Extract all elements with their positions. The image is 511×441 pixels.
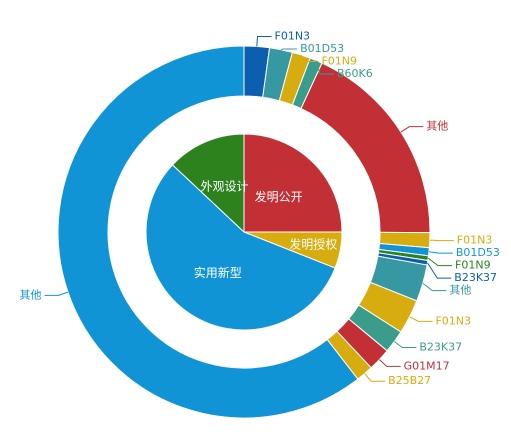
outer-label-b60k6-3: B60K6 xyxy=(337,67,373,80)
outer-leader-line-9 xyxy=(422,282,447,292)
outer-label-f01n9-7: F01N9 xyxy=(455,259,491,272)
outer-labels: F01N3B01D53F01N9B60K6其他F01N3B01D53F01N9B… xyxy=(20,29,500,387)
inner-slice-label-1: 发明授权 xyxy=(289,237,337,252)
outer-label-g01m17-12: G01M17 xyxy=(404,359,450,372)
outer-label-f01n3-0: F01N3 xyxy=(275,29,311,42)
outer-leader-line-1 xyxy=(280,48,298,51)
outer-slice-14[interactable] xyxy=(57,45,359,419)
outer-leader-line-7 xyxy=(427,257,453,267)
outer-label-f01n9-2: F01N9 xyxy=(321,54,357,67)
outer-label-b23k37-8: B23K37 xyxy=(454,271,497,284)
outer-leader-line-11 xyxy=(393,341,417,349)
outer-label-b01d53-6: B01D53 xyxy=(456,246,500,259)
outer-leader-line-12 xyxy=(379,359,401,367)
inner-ring xyxy=(145,133,343,331)
inner-slice-2[interactable] xyxy=(145,164,336,331)
outer-leader-line-10 xyxy=(409,316,433,322)
outer-leader-line-3 xyxy=(315,60,334,75)
outer-label--9: 其他 xyxy=(449,284,471,297)
outer-leader-line-6 xyxy=(428,251,453,254)
outer-leader-line-13 xyxy=(364,373,386,382)
outer-leader-line-4 xyxy=(400,126,424,133)
outer-label-b25b27-13: B25B27 xyxy=(388,374,431,387)
inner-slice-0[interactable] xyxy=(243,133,343,233)
inner-slice-label-3: 外观设计 xyxy=(201,180,249,194)
outer-label-b01d53-1: B01D53 xyxy=(300,42,344,55)
outer-leader-line-8 xyxy=(427,262,452,279)
outer-label-f01n3-5: F01N3 xyxy=(457,234,493,247)
inner-slice-label-0: 发明公开 xyxy=(255,189,303,204)
outer-ring xyxy=(57,45,431,419)
inner-slice-3[interactable] xyxy=(171,133,245,234)
outer-leader-line-14 xyxy=(44,291,69,296)
outer-label-f01n3-10: F01N3 xyxy=(435,314,471,327)
inner-slice-label-2: 实用新型 xyxy=(194,265,242,280)
outer-leader-line-2 xyxy=(300,54,319,62)
outer-label--14: 其他 xyxy=(20,288,42,301)
outer-leader-line-0 xyxy=(256,35,272,47)
outer-label--4: 其他 xyxy=(426,120,448,133)
outer-label-b23k37-11: B23K37 xyxy=(419,341,462,354)
